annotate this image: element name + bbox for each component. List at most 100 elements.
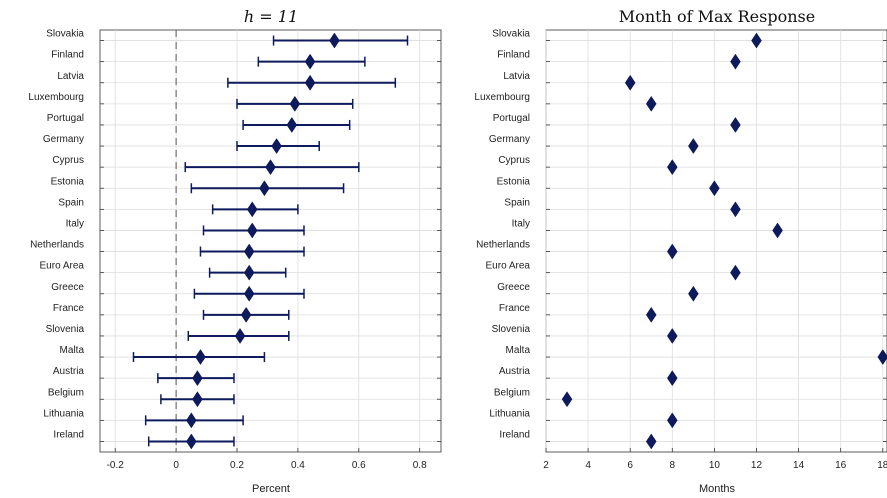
right-point-latvia	[624, 74, 636, 91]
right-x-tick-label: 6	[627, 460, 633, 471]
right-y-label-ireland: Ireland	[499, 429, 530, 440]
right-x-tick-labels: 2 4 6 8 10 12 14 16 18	[543, 460, 887, 471]
left-point-latvia	[304, 74, 316, 91]
left-y-label-finland: Finland	[51, 50, 84, 61]
left-plot-frame	[99, 29, 442, 453]
right-x-tick-label: 2	[543, 460, 549, 471]
right-panel: Month of Max Response Slovakia Finland Lat…	[474, 7, 887, 495]
left-point-ireland	[186, 433, 197, 450]
left-y-label-italy: Italy	[66, 218, 84, 229]
right-point-malta	[877, 349, 887, 366]
left-point-slovakia	[329, 32, 340, 49]
right-point-luxembourg	[645, 95, 657, 112]
right-y-label-malta: Malta	[506, 345, 531, 356]
right-point-germany	[688, 138, 699, 155]
right-grid	[545, 30, 887, 452]
left-panel: h = 11 Slovakia Finland Latvia Luxembourg Po…	[28, 7, 442, 495]
left-x-tick-labels: -0.2 0 0.2 0.4 0.6 0.8	[107, 460, 427, 471]
left-grid	[100, 30, 441, 452]
left-marks	[132, 32, 409, 450]
right-point-spain	[730, 201, 741, 218]
right-y-label-germany: Germany	[489, 134, 530, 145]
left-y-label-belgium: Belgium	[48, 387, 84, 398]
right-y-tick-labels: Slovakia Finland Latvia Luxembourg Portugal G…	[474, 29, 530, 441]
left-y-label-malta: Malta	[60, 345, 85, 356]
left-errorbar-slovakia	[272, 35, 409, 46]
right-point-portugal	[730, 116, 741, 133]
left-y-label-netherlands: Netherlands	[30, 240, 84, 251]
right-x-tick-label: 12	[751, 460, 763, 471]
left-point-austria	[192, 370, 203, 387]
right-point-finland	[730, 53, 741, 70]
right-point-italy	[772, 222, 783, 239]
right-y-label-italy: Italy	[512, 218, 530, 229]
left-y-label-portugal: Portugal	[47, 113, 84, 124]
right-y-label-austria: Austria	[499, 366, 531, 377]
right-y-label-lithuania: Lithuania	[489, 408, 530, 419]
left-point-euro-area	[243, 264, 255, 281]
right-point-belgium	[561, 391, 573, 408]
left-y-label-austria: Austria	[53, 366, 85, 377]
right-y-label-estonia: Estonia	[497, 176, 531, 187]
right-y-label-slovenia: Slovenia	[492, 324, 531, 335]
left-y-label-spain: Spain	[58, 197, 84, 208]
right-y-label-slovakia: Slovakia	[492, 29, 530, 40]
left-y-label-france: France	[53, 303, 85, 314]
right-point-slovenia	[666, 327, 678, 344]
right-marks	[561, 32, 887, 450]
right-x-tick-label: 8	[670, 460, 676, 471]
right-y-label-belgium: Belgium	[494, 387, 530, 398]
left-x-tick-label: 0.2	[230, 460, 244, 471]
right-y-label-france: France	[499, 303, 531, 314]
left-y-label-greece: Greece	[51, 282, 84, 293]
left-y-label-cyprus: Cyprus	[52, 155, 84, 166]
left-point-slovenia	[234, 327, 246, 344]
right-point-france	[645, 306, 657, 323]
right-x-tick-label: 10	[709, 460, 721, 471]
left-point-estonia	[259, 180, 270, 197]
left-x-axis-label: Percent	[252, 483, 290, 495]
left-x-tick-label: 0.4	[291, 460, 305, 471]
right-point-ireland	[645, 433, 657, 450]
right-point-lithuania	[666, 412, 678, 429]
right-x-tick-label: 16	[835, 460, 847, 471]
right-y-label-luxembourg: Luxembourg	[474, 92, 530, 103]
left-point-france	[240, 306, 252, 323]
right-y-label-greece: Greece	[497, 282, 530, 293]
right-x-tick-label: 14	[793, 460, 805, 471]
right-x-tick-label: 4	[585, 460, 591, 471]
right-point-greece	[688, 285, 699, 302]
left-point-germany	[271, 138, 282, 155]
right-y-label-portugal: Portugal	[493, 113, 530, 124]
left-point-spain	[246, 201, 258, 218]
left-y-label-luxembourg: Luxembourg	[28, 92, 84, 103]
left-x-tick-label: 0	[173, 460, 179, 471]
left-y-label-euro-area: Euro Area	[40, 261, 85, 272]
left-y-label-latvia: Latvia	[57, 71, 84, 82]
left-x-tick-label: 0.8	[413, 460, 427, 471]
left-point-cyprus	[265, 159, 276, 176]
left-point-greece	[243, 285, 255, 302]
left-point-lithuania	[186, 412, 197, 429]
left-y-label-germany: Germany	[43, 134, 84, 145]
left-point-finland	[304, 53, 316, 70]
right-x-tick-label: 18	[877, 460, 887, 471]
left-point-malta	[195, 349, 206, 366]
title-value: 11	[278, 7, 298, 26]
right-x-axis-label: Months	[699, 483, 736, 495]
right-y-label-euro-area: Euro Area	[486, 261, 531, 272]
right-point-austria	[666, 370, 678, 387]
right-y-label-spain: Spain	[504, 197, 530, 208]
left-point-portugal	[286, 116, 298, 133]
title-equals: =	[254, 7, 278, 26]
left-point-netherlands	[243, 243, 255, 260]
left-point-belgium	[192, 391, 203, 408]
right-plot-frame	[545, 29, 887, 453]
left-y-label-lithuania: Lithuania	[43, 408, 84, 419]
left-y-tick-labels: Slovakia Finland Latvia Luxembourg Portugal G…	[28, 29, 84, 441]
right-y-label-netherlands: Netherlands	[476, 240, 530, 251]
left-point-italy	[246, 222, 258, 239]
left-y-label-estonia: Estonia	[51, 176, 85, 187]
left-chart-title: h = 11	[244, 7, 298, 26]
